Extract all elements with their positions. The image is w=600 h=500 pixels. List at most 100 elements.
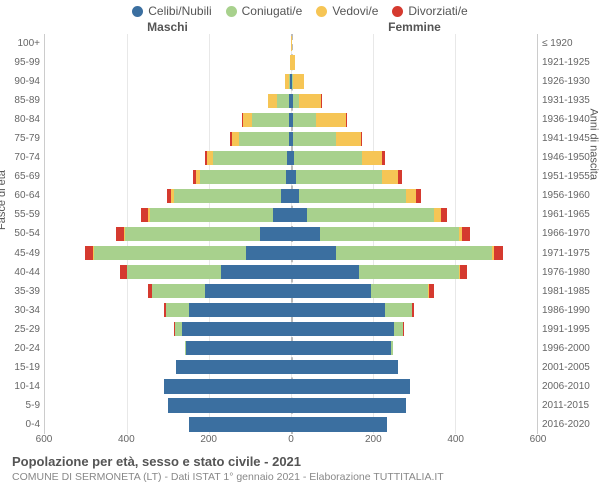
age-tick: 20-24 — [6, 343, 40, 354]
pyramid-row — [45, 53, 537, 72]
pyramid-row — [45, 282, 537, 301]
legend-item: Coniugati/e — [226, 4, 303, 18]
bar-seg-single — [291, 189, 299, 203]
bar-seg-single — [189, 303, 292, 317]
y-left-title: Fasce di età — [0, 170, 8, 230]
bar-seg-single — [189, 417, 292, 431]
pyramid-row — [45, 186, 537, 205]
bar-seg-widowed — [362, 151, 383, 165]
bar-seg-married — [385, 303, 412, 317]
birth-tick: 1996-2000 — [542, 343, 594, 354]
bar-seg-divorced — [416, 189, 421, 203]
age-tick: 60-64 — [6, 190, 40, 201]
birth-tick: 1936-1940 — [542, 114, 594, 125]
bar-seg-divorced — [382, 151, 384, 165]
bar-seg-divorced — [346, 113, 347, 127]
age-tick: 90-94 — [6, 76, 40, 87]
bar-seg-married — [239, 132, 288, 146]
age-tick: 75-79 — [6, 133, 40, 144]
bar-seg-divorced — [412, 303, 414, 317]
age-tick: 0-4 — [6, 419, 40, 430]
age-tick: 25-29 — [6, 324, 40, 335]
pyramid-row — [45, 167, 537, 186]
header-females: Femmine — [291, 20, 538, 34]
birth-tick: 1951-1955 — [542, 171, 594, 182]
header-males: Maschi — [44, 20, 291, 34]
bar-seg-single — [168, 398, 291, 412]
bar-seg-single — [291, 265, 359, 279]
pyramid-row — [45, 396, 537, 415]
birth-tick: 1971-1975 — [542, 248, 594, 259]
bar-seg-married — [294, 151, 362, 165]
pyramid-row — [45, 110, 537, 129]
pyramid-row — [45, 358, 537, 377]
bar-seg-divorced — [398, 170, 401, 184]
bar-seg-married — [125, 227, 260, 241]
bar-seg-single — [291, 341, 391, 355]
pyramid-row — [45, 263, 537, 282]
birth-tick: ≤ 1920 — [542, 38, 594, 49]
bar-seg-single — [273, 208, 291, 222]
pyramid-row — [45, 301, 537, 320]
x-tick: 200 — [365, 434, 382, 445]
legend-swatch — [316, 6, 327, 17]
birth-tick: 1961-1965 — [542, 209, 594, 220]
legend-item: Celibi/Nubili — [132, 4, 211, 18]
birth-tick: 1991-1995 — [542, 324, 594, 335]
x-axis: 6004002000200400600 — [44, 434, 538, 448]
bar-seg-single — [281, 189, 291, 203]
bar-seg-single — [291, 398, 406, 412]
legend-label: Celibi/Nubili — [148, 4, 211, 18]
bar-seg-married — [94, 246, 246, 260]
bar-seg-single — [291, 379, 410, 393]
y-axis-birth: ≤ 19201921-19251926-19301931-19351936-19… — [538, 34, 594, 434]
bar-seg-married — [174, 189, 281, 203]
bar-seg-single — [164, 379, 291, 393]
legend: Celibi/NubiliConiugati/eVedovi/eDivorzia… — [6, 4, 594, 18]
bar-seg-married — [127, 265, 221, 279]
bar-seg-single — [291, 284, 371, 298]
pyramid-row — [45, 205, 537, 224]
bar-seg-divorced — [460, 265, 467, 279]
age-tick: 40-44 — [6, 267, 40, 278]
age-tick: 10-14 — [6, 381, 40, 392]
plot-area: Fasce di età 100+95-9990-9485-8980-8475-… — [6, 34, 594, 434]
bar-seg-widowed — [232, 132, 239, 146]
birth-tick: 1981-1985 — [542, 286, 594, 297]
age-tick: 50-54 — [6, 228, 40, 239]
bar-seg-single — [246, 246, 291, 260]
pyramid-row — [45, 72, 537, 91]
bar-seg-widowed — [406, 189, 416, 203]
birth-tick: 1941-1945 — [542, 133, 594, 144]
birth-tick: 1976-1980 — [542, 267, 594, 278]
bar-seg-divorced — [494, 246, 503, 260]
bar-seg-married — [277, 94, 289, 108]
x-tick: 600 — [36, 434, 53, 445]
bar-seg-divorced — [85, 246, 93, 260]
bar-seg-divorced — [462, 227, 469, 241]
x-tick: 400 — [118, 434, 135, 445]
x-tick: 200 — [200, 434, 217, 445]
age-tick: 80-84 — [6, 114, 40, 125]
bar-seg-married — [307, 208, 434, 222]
bar-seg-widowed — [316, 113, 347, 127]
bar-seg-divorced — [403, 322, 404, 336]
bar-seg-married — [391, 341, 393, 355]
birth-tick: 2006-2010 — [542, 381, 594, 392]
pyramid-row — [45, 377, 537, 396]
bar-seg-widowed — [268, 94, 276, 108]
bar-seg-single — [186, 341, 291, 355]
x-tick: 400 — [447, 434, 464, 445]
birth-tick: 2011-2015 — [542, 400, 594, 411]
age-tick: 55-59 — [6, 209, 40, 220]
pyramid-row — [45, 34, 537, 53]
pyramid-row — [45, 415, 537, 434]
bar-seg-widowed — [243, 113, 252, 127]
legend-swatch — [226, 6, 237, 17]
chart-subtitle: COMUNE DI SERMONETA (LT) - Dati ISTAT 1°… — [12, 471, 594, 483]
legend-label: Coniugati/e — [242, 4, 303, 18]
bar-seg-divorced — [116, 227, 123, 241]
pyramid-row — [45, 129, 537, 148]
bar-seg-single — [291, 246, 336, 260]
footer: Popolazione per età, sesso e stato civil… — [6, 454, 594, 483]
